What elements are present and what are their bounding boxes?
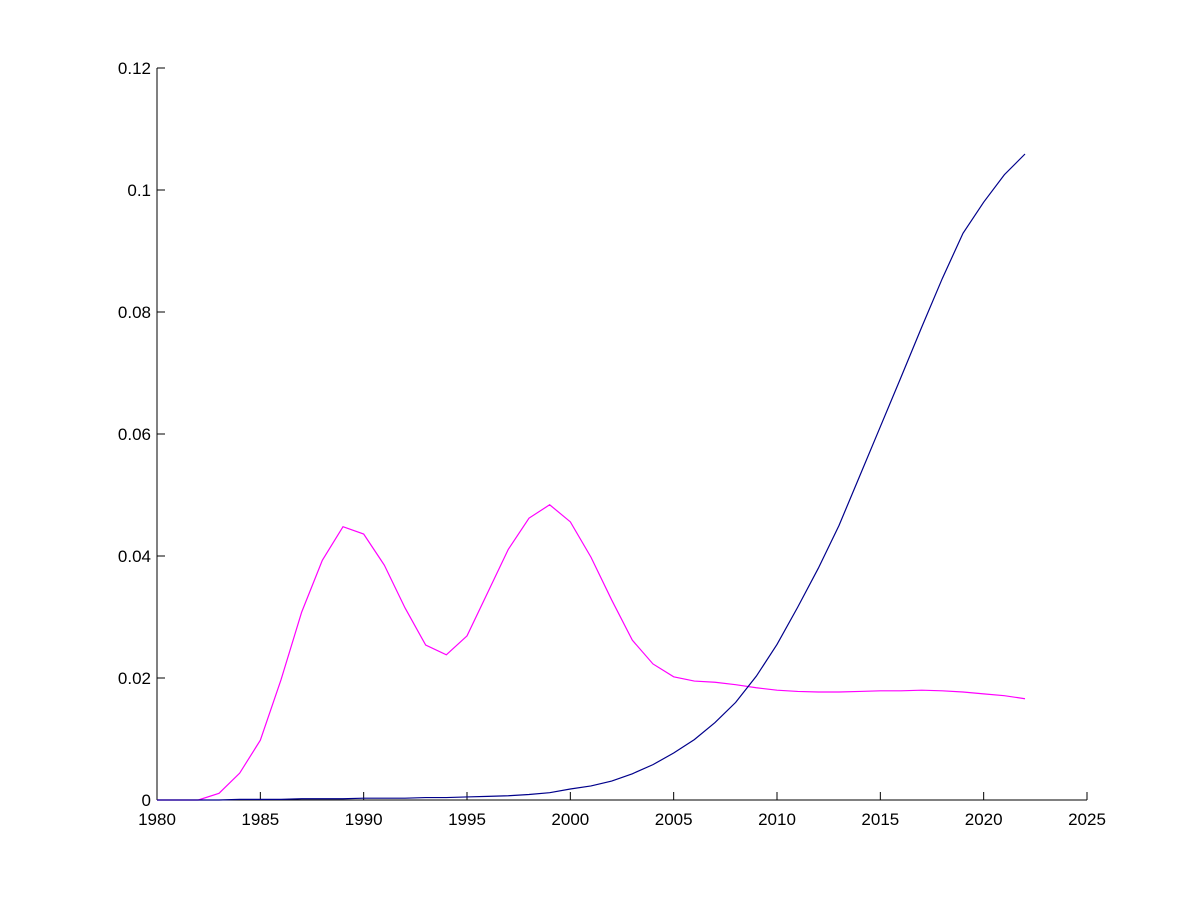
x-tick-label: 1990 [345,810,383,829]
x-tick-label: 2005 [655,810,693,829]
x-tick-label: 1995 [448,810,486,829]
y-tick-label: 0.12 [118,59,151,78]
x-tick-label: 2020 [965,810,1003,829]
y-tick-label: 0.04 [118,547,151,566]
y-tick-label: 0 [142,791,151,810]
line-series [157,504,1026,801]
x-tick-label: 2025 [1068,810,1106,829]
y-tick-label: 0.08 [118,303,151,322]
y-tick-label: 0.1 [127,181,151,200]
x-tick-label: 1985 [241,810,279,829]
y-tick-label: 0.02 [118,669,151,688]
x-tick-label: 2015 [861,810,899,829]
x-tick-label: 1980 [138,810,176,829]
line-series [157,153,1026,801]
x-tick-label: 2010 [758,810,796,829]
y-tick-label: 0.06 [118,425,151,444]
x-tick-label: 2000 [551,810,589,829]
